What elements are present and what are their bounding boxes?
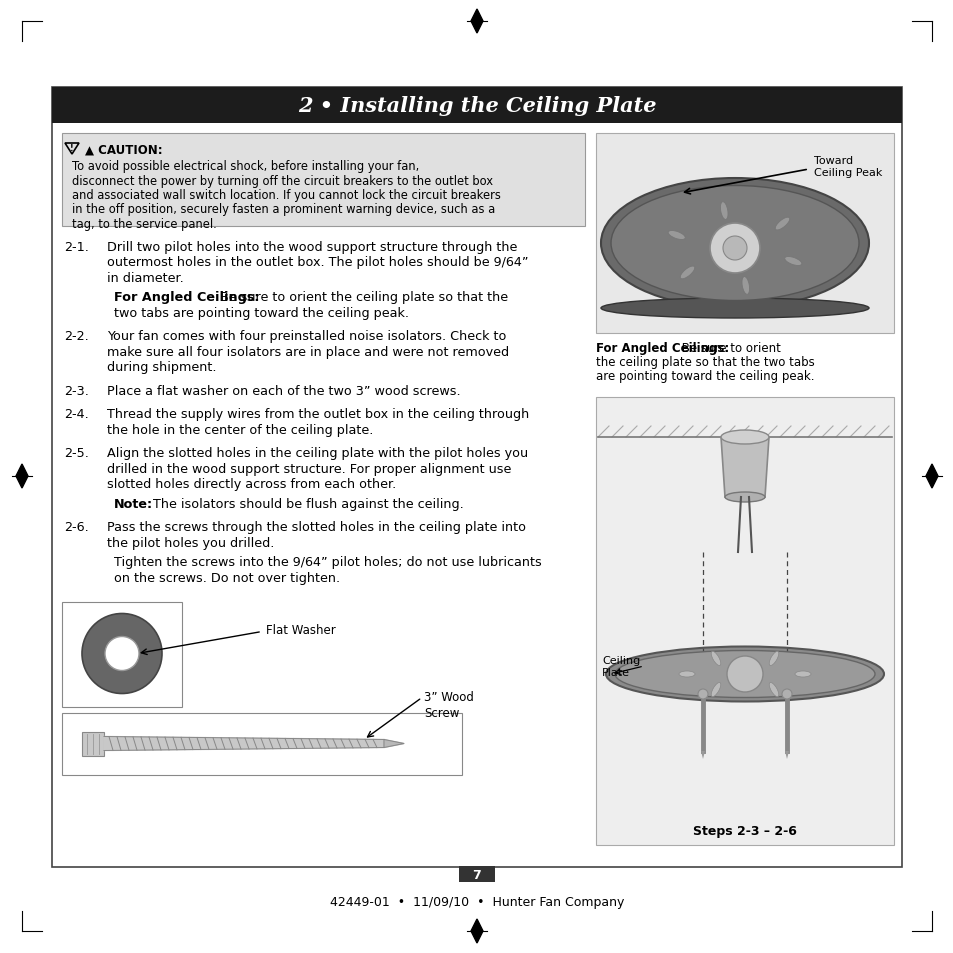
Circle shape xyxy=(726,657,762,692)
Ellipse shape xyxy=(775,218,789,231)
Text: slotted holes directly across from each other.: slotted holes directly across from each … xyxy=(107,478,395,491)
Polygon shape xyxy=(384,740,403,748)
Ellipse shape xyxy=(667,232,684,240)
Text: ▲ CAUTION:: ▲ CAUTION: xyxy=(85,144,162,157)
Polygon shape xyxy=(104,737,384,751)
Ellipse shape xyxy=(784,257,801,266)
Ellipse shape xyxy=(605,647,883,701)
Text: Drill two pilot holes into the wood support structure through the: Drill two pilot holes into the wood supp… xyxy=(107,241,517,253)
Circle shape xyxy=(722,236,746,261)
Ellipse shape xyxy=(711,652,720,666)
Bar xyxy=(62,133,584,227)
Text: 2-1.: 2-1. xyxy=(64,241,89,253)
Text: tag, to the service panel.: tag, to the service panel. xyxy=(71,218,216,231)
Text: outermost holes in the outlet box. The pilot holes should be 9/64”: outermost holes in the outlet box. The p… xyxy=(107,256,528,269)
Text: Your fan comes with four preinstalled noise isolators. Check to: Your fan comes with four preinstalled no… xyxy=(107,330,506,343)
Ellipse shape xyxy=(768,682,778,697)
Ellipse shape xyxy=(794,671,810,678)
Ellipse shape xyxy=(741,277,749,295)
Text: 3” Wood
Screw: 3” Wood Screw xyxy=(423,691,474,720)
Text: To avoid possible electrical shock, before installing your fan,: To avoid possible electrical shock, befo… xyxy=(71,160,418,172)
Ellipse shape xyxy=(724,493,764,502)
Text: Align the slotted holes in the ceiling plate with the pilot holes you: Align the slotted holes in the ceiling p… xyxy=(107,447,528,460)
Text: The isolators should be flush against the ceiling.: The isolators should be flush against th… xyxy=(149,497,463,511)
Text: in diameter.: in diameter. xyxy=(107,272,184,285)
Text: make sure all four isolators are in place and were not removed: make sure all four isolators are in plac… xyxy=(107,346,509,358)
Polygon shape xyxy=(471,919,482,943)
Text: 2-6.: 2-6. xyxy=(64,521,89,534)
Bar xyxy=(596,397,893,845)
Text: Be sure to orient the ceiling plate so that the: Be sure to orient the ceiling plate so t… xyxy=(215,292,508,304)
Polygon shape xyxy=(16,464,28,489)
Text: the pilot holes you drilled.: the pilot holes you drilled. xyxy=(107,537,274,550)
Text: Place a flat washer on each of the two 3” wood screws.: Place a flat washer on each of the two 3… xyxy=(107,385,460,397)
Bar xyxy=(458,866,495,882)
Text: 2 • Installing the Ceiling Plate: 2 • Installing the Ceiling Plate xyxy=(297,96,656,116)
Ellipse shape xyxy=(600,179,868,309)
Text: Tighten the screws into the 9/64” pilot holes; do not use lubricants: Tighten the screws into the 9/64” pilot … xyxy=(113,556,541,569)
Bar xyxy=(52,88,901,124)
Text: Be sure to orient: Be sure to orient xyxy=(678,341,781,355)
Polygon shape xyxy=(720,437,768,497)
Ellipse shape xyxy=(711,682,720,697)
Ellipse shape xyxy=(768,652,778,666)
Ellipse shape xyxy=(720,431,768,444)
Text: Pass the screws through the slotted holes in the ceiling plate into: Pass the screws through the slotted hole… xyxy=(107,521,525,534)
Text: the ceiling plate so that the two tabs: the ceiling plate so that the two tabs xyxy=(596,355,814,369)
Bar xyxy=(82,732,104,756)
Polygon shape xyxy=(700,751,704,760)
Polygon shape xyxy=(925,464,937,489)
Text: Thread the supply wires from the outlet box in the ceiling through: Thread the supply wires from the outlet … xyxy=(107,408,529,421)
Text: 42449-01  •  11/09/10  •  Hunter Fan Company: 42449-01 • 11/09/10 • Hunter Fan Company xyxy=(330,895,623,908)
Text: !: ! xyxy=(71,144,73,152)
Text: 2-2.: 2-2. xyxy=(64,330,89,343)
Text: two tabs are pointing toward the ceiling peak.: two tabs are pointing toward the ceiling… xyxy=(113,307,409,319)
Ellipse shape xyxy=(679,267,694,279)
Ellipse shape xyxy=(679,671,695,678)
Text: For Angled Ceilings:: For Angled Ceilings: xyxy=(596,341,728,355)
Text: during shipment.: during shipment. xyxy=(107,361,216,375)
Text: and associated wall switch location. If you cannot lock the circuit breakers: and associated wall switch location. If … xyxy=(71,189,500,202)
Circle shape xyxy=(105,637,139,671)
Circle shape xyxy=(698,689,707,700)
Circle shape xyxy=(82,614,162,694)
Text: drilled in the wood support structure. For proper alignment use: drilled in the wood support structure. F… xyxy=(107,462,511,476)
Bar xyxy=(52,88,901,867)
Polygon shape xyxy=(471,10,482,34)
Text: disconnect the power by turning off the circuit breakers to the outlet box: disconnect the power by turning off the … xyxy=(71,174,493,188)
Ellipse shape xyxy=(720,202,727,220)
Text: 2-5.: 2-5. xyxy=(64,447,89,460)
Bar xyxy=(596,133,893,334)
Text: Flat Washer: Flat Washer xyxy=(266,624,335,637)
Text: on the screws. Do not over tighten.: on the screws. Do not over tighten. xyxy=(113,572,340,584)
Ellipse shape xyxy=(610,186,858,301)
Circle shape xyxy=(709,224,760,274)
Text: the hole in the center of the ceiling plate.: the hole in the center of the ceiling pl… xyxy=(107,423,373,436)
Text: are pointing toward the ceiling peak.: are pointing toward the ceiling peak. xyxy=(596,370,814,382)
Text: Steps 2-3 – 2-6: Steps 2-3 – 2-6 xyxy=(692,824,796,837)
Ellipse shape xyxy=(600,298,868,318)
Circle shape xyxy=(781,689,791,700)
Text: For Angled Ceilings:: For Angled Ceilings: xyxy=(113,292,259,304)
Bar xyxy=(62,713,461,775)
Text: Note:: Note: xyxy=(113,497,153,511)
Bar xyxy=(62,602,182,707)
Ellipse shape xyxy=(615,651,874,698)
Text: Ceiling
Plate: Ceiling Plate xyxy=(601,655,639,678)
Text: Toward
Ceiling Peak: Toward Ceiling Peak xyxy=(813,156,882,178)
Polygon shape xyxy=(784,751,788,760)
Text: 7: 7 xyxy=(472,868,481,882)
Text: in the off position, securely fasten a prominent warning device, such as a: in the off position, securely fasten a p… xyxy=(71,203,495,216)
Text: 2-3.: 2-3. xyxy=(64,385,89,397)
Text: 2-4.: 2-4. xyxy=(64,408,89,421)
